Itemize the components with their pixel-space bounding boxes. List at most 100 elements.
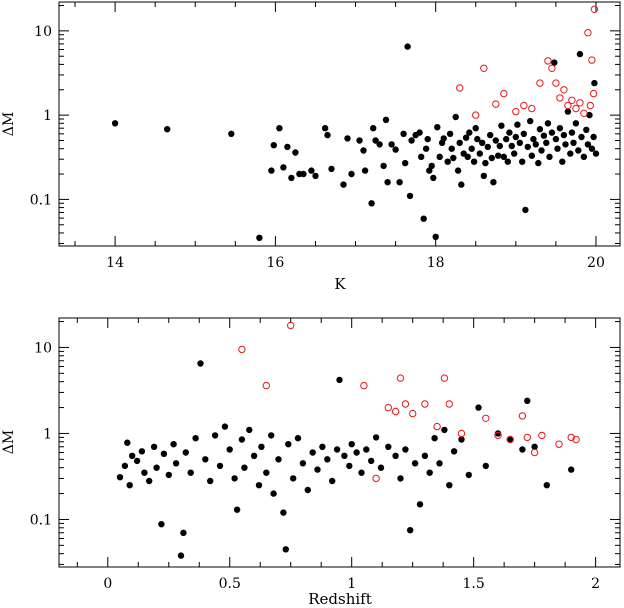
data-point-open: [530, 448, 539, 457]
data-point-filled: [263, 469, 270, 476]
data-point-filled: [308, 167, 315, 174]
data-point-filled: [418, 153, 425, 160]
data-point-filled: [255, 482, 263, 489]
data-points: [116, 321, 580, 559]
data-point-filled: [304, 486, 311, 494]
data-point-open: [572, 435, 580, 444]
data-point-filled: [494, 430, 502, 437]
data-point-filled: [479, 139, 486, 146]
data-point-filled: [568, 466, 575, 473]
data-point-filled: [396, 179, 403, 186]
data-point-filled: [385, 443, 392, 450]
data-point-filled: [466, 129, 473, 136]
x-tick-labels: 14 16 18 20: [106, 255, 605, 271]
data-point-filled: [492, 137, 499, 144]
data-point-filled: [275, 456, 282, 463]
data-point-filled: [416, 129, 423, 136]
x-axis-label: K: [334, 275, 346, 293]
data-point-filled: [572, 120, 580, 127]
data-point-open: [528, 104, 536, 113]
data-point-open: [433, 422, 441, 431]
data-point-filled: [564, 108, 572, 115]
data-point-filled: [464, 153, 471, 160]
data-point-filled: [400, 130, 407, 137]
data-point-filled: [462, 134, 470, 141]
data-point-open: [572, 104, 580, 113]
x-tick-label: 20: [587, 255, 605, 271]
data-point-open: [360, 381, 368, 390]
y-tick-label: 10: [34, 24, 52, 40]
x-tick-label: 0: [103, 576, 112, 592]
data-point-open: [580, 109, 588, 118]
x-tick-label: 1: [347, 576, 356, 592]
data-point-filled: [197, 360, 204, 367]
data-point-filled: [507, 436, 514, 443]
data-point-filled: [164, 126, 171, 133]
data-point-filled: [150, 443, 158, 450]
data-point-filled: [420, 215, 427, 222]
data-point-filled: [500, 153, 507, 160]
data-point-filled: [133, 457, 141, 465]
data-point-filled: [246, 426, 253, 434]
data-point-filled: [576, 50, 584, 58]
data-point-filled: [475, 404, 482, 411]
data-point-filled: [458, 181, 465, 188]
data-point-filled: [436, 153, 443, 160]
data-point-filled: [487, 131, 494, 139]
data-point-filled: [158, 521, 165, 528]
data-point-filled: [508, 142, 515, 150]
data-point-filled: [368, 457, 375, 465]
data-point-filled: [216, 462, 224, 470]
x-tick-label: 14: [106, 255, 124, 271]
data-point-filled: [448, 145, 455, 152]
data-point-open: [401, 400, 410, 408]
data-point-filled: [559, 158, 566, 165]
data-point-filled: [567, 150, 574, 157]
data-point-filled: [524, 397, 531, 404]
y-axis-label: ΔM: [1, 430, 17, 454]
data-point-filled: [556, 125, 564, 132]
data-point-filled: [241, 464, 248, 471]
tick-marks: [59, 2, 620, 246]
data-point-open: [238, 345, 246, 354]
data-point-filled: [524, 143, 531, 151]
data-point-filled: [356, 137, 363, 144]
data-point-filled: [520, 130, 527, 137]
data-point-filled: [554, 145, 561, 152]
y-tick-label: 0.1: [30, 192, 52, 208]
data-point-filled: [141, 469, 148, 476]
data-point-filled: [361, 167, 369, 174]
data-point-open: [396, 374, 405, 382]
data-point-filled: [458, 436, 465, 443]
tick-marks: [59, 318, 620, 567]
data-point-open: [544, 57, 552, 65]
data-point-filled: [368, 200, 375, 207]
data-point-filled: [124, 439, 131, 446]
data-point-filled: [430, 174, 437, 182]
data-point-filled: [422, 145, 430, 152]
data-point-open: [384, 403, 392, 412]
data-point-filled: [591, 79, 598, 87]
data-point-filled: [324, 456, 331, 463]
data-point-filled: [376, 141, 383, 148]
data-point-filled: [570, 139, 577, 146]
data-point-filled: [146, 477, 153, 485]
data-point-filled: [490, 179, 497, 186]
data-point-filled: [233, 506, 241, 513]
data-point-filled: [538, 147, 545, 154]
data-point-filled: [519, 158, 526, 165]
data-point-open: [548, 64, 556, 73]
data-point-open: [440, 374, 449, 382]
data-point-filled: [392, 146, 399, 153]
data-point-filled: [519, 446, 526, 453]
data-point-filled: [319, 443, 326, 450]
data-point-filled: [346, 462, 353, 470]
data-point-filled: [562, 141, 569, 148]
data-point-filled: [590, 133, 597, 141]
data-point-filled: [285, 441, 292, 448]
y-tick-label: 1: [43, 426, 52, 442]
data-point-filled: [540, 132, 548, 139]
data-point-open: [391, 407, 400, 416]
data-point-open: [586, 101, 594, 110]
x-tick-label: 2: [591, 576, 600, 592]
